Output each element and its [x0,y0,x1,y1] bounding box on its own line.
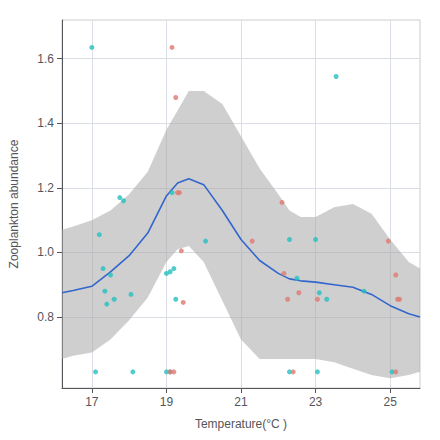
svg-text:1.0: 1.0 [37,245,54,259]
svg-text:1.6: 1.6 [37,52,54,66]
svg-text:23: 23 [309,395,323,409]
svg-text:1.4: 1.4 [37,116,54,130]
svg-text:Temperature(°C ): Temperature(°C ) [195,417,287,431]
svg-text:25: 25 [383,395,397,409]
svg-text:17: 17 [85,395,99,409]
svg-text:21: 21 [234,395,248,409]
svg-text:0.8: 0.8 [37,310,54,324]
svg-text:Zooplankton abundance: Zooplankton abundance [7,139,21,268]
svg-text:1.2: 1.2 [37,181,54,195]
svg-text:19: 19 [160,395,174,409]
